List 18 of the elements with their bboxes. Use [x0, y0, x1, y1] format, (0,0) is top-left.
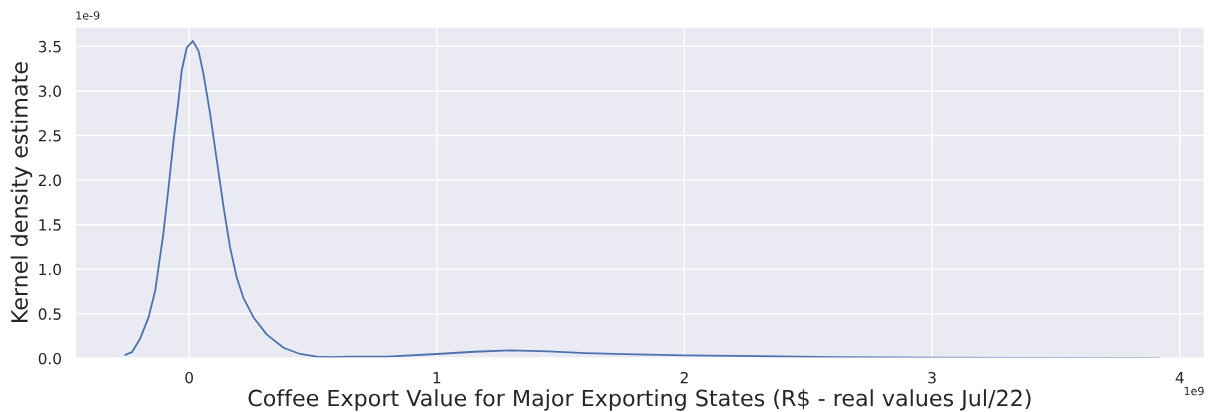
- y-axis-title: Kernel density estimate: [10, 62, 33, 323]
- line-series: [124, 40, 1161, 359]
- y-tick-label: 2.0: [38, 174, 61, 187]
- y-tick-label: 1.0: [39, 263, 61, 276]
- y-tick-label: 0.5: [38, 308, 61, 320]
- text: 1e9: [1184, 386, 1204, 396]
- y-tick-label: 0.0: [38, 352, 61, 365]
- text: 1e-9: [76, 11, 100, 20]
- y-tick-label: 3.5: [38, 40, 61, 53]
- x-tick-label: 3: [928, 371, 936, 384]
- y-tick-label: 1.5: [39, 219, 61, 231]
- y-tick-label: 2.5: [38, 130, 61, 142]
- x-tick-label: 2: [680, 371, 688, 384]
- x-tick-label: 0: [185, 371, 193, 384]
- x-axis-title: Coffee Export Value for Major Exporting States (R$ - real values Jul/22): [248, 389, 1031, 411]
- x-tick-label: 1: [433, 372, 441, 384]
- y-tick-label: 3.0: [38, 85, 61, 97]
- x-tick-label: 4: [1175, 372, 1184, 384]
